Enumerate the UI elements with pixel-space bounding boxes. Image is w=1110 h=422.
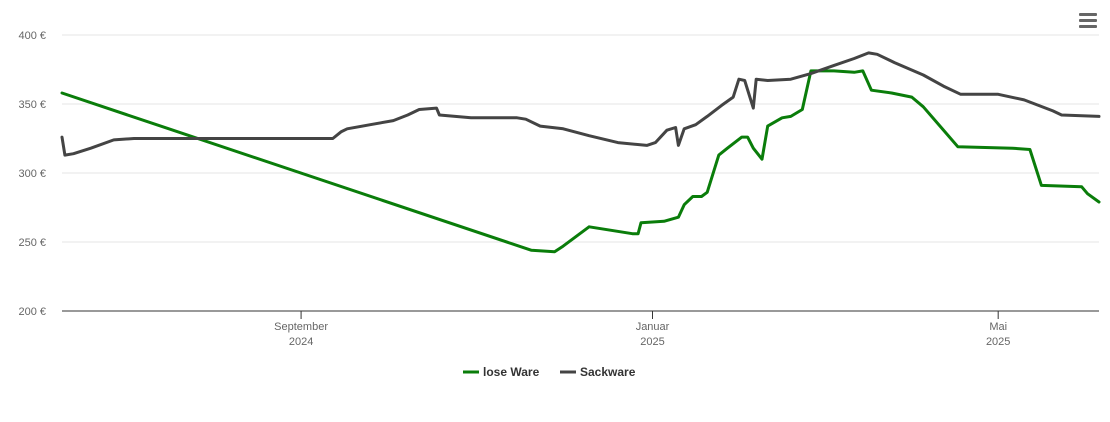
legend-item-sackware[interactable]: Sackware <box>560 365 636 379</box>
chart-menu-icon[interactable] <box>1076 10 1100 32</box>
y-tick-label: 400 € <box>18 30 46 42</box>
series-line-lose-ware <box>60 69 1101 254</box>
series-lines <box>60 51 1101 254</box>
x-tick-year: 2025 <box>986 336 1010 348</box>
x-axis: September 2024 Januar 2025 Mai 2025 <box>62 310 1099 348</box>
menu-bar-bottom <box>1079 25 1097 28</box>
legend-item-lose-ware[interactable]: lose Ware <box>463 365 540 379</box>
x-tick-year: 2024 <box>289 336 313 348</box>
x-tick-month: September <box>274 321 328 333</box>
legend-label: Sackware <box>580 365 636 379</box>
grid-lines <box>62 34 1099 243</box>
legend-label: lose Ware <box>483 365 540 379</box>
x-tick-year: 2025 <box>640 336 664 348</box>
legend: lose Ware Sackware <box>463 365 636 379</box>
x-tick-month: Januar <box>636 321 670 333</box>
y-tick-label: 200 € <box>18 306 46 318</box>
y-tick-label: 250 € <box>18 237 46 249</box>
menu-bar-top <box>1079 13 1097 16</box>
y-tick-label: 350 € <box>18 99 46 111</box>
x-tick-month: Mai <box>989 321 1007 333</box>
y-axis: 200 € 250 € 300 € 350 € 400 € <box>18 30 46 318</box>
series-line-sackware <box>60 51 1101 157</box>
y-tick-label: 300 € <box>18 168 46 180</box>
menu-bar-middle <box>1079 19 1097 22</box>
